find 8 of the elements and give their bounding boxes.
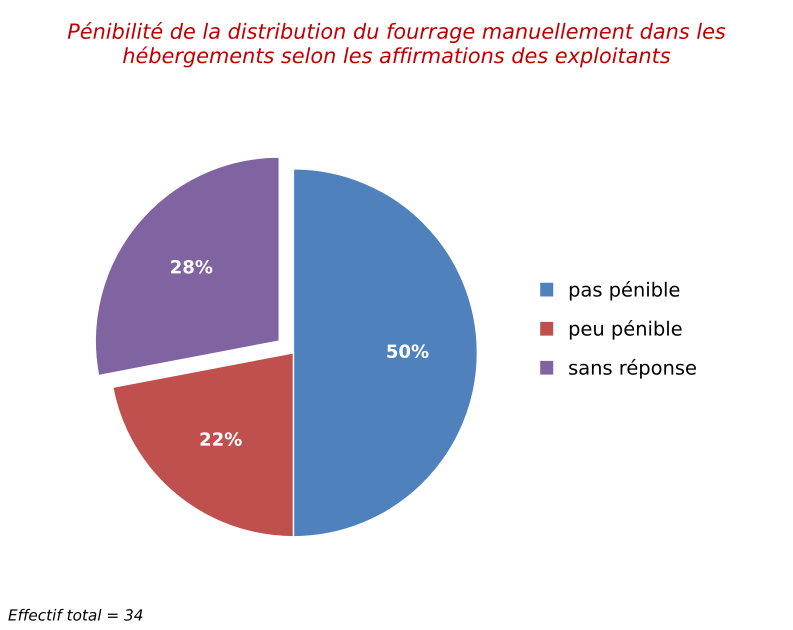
legend-label: sans réponse [569,359,696,379]
data-label: 50% [387,344,429,358]
data-label: 22% [200,432,242,446]
chart-title: Pénibilité de la distribution du fourrage manuellement dans les hébergements selon les affirmations des exploitants [68,22,726,68]
legend-label: peu pénible [570,320,682,340]
text: Effectif total = 34 [8,608,142,621]
data-label: 28% [171,260,212,274]
legend-label: pas pénible [570,280,680,301]
